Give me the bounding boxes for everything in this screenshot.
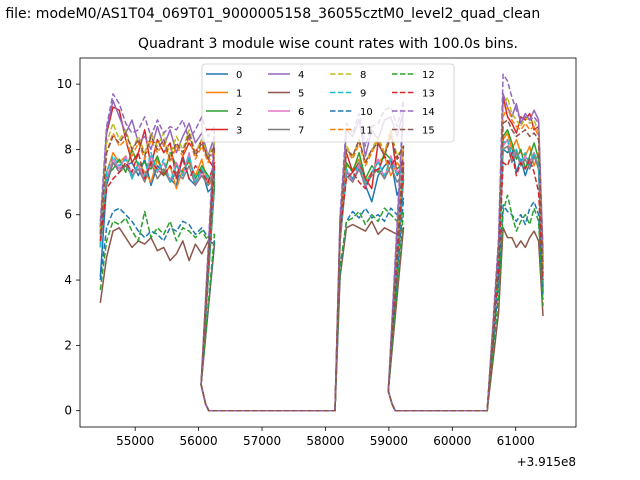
plot-frame xyxy=(79,57,577,428)
legend-label-9: 9 xyxy=(360,89,366,100)
legend-box xyxy=(201,63,455,143)
y-tick-label: 2 xyxy=(64,338,72,352)
legend-label-11: 11 xyxy=(360,126,373,137)
series-line-15 xyxy=(99,119,544,412)
legend-label-2: 2 xyxy=(236,107,242,118)
legend-label-3: 3 xyxy=(236,126,242,137)
legend-label-12: 12 xyxy=(422,70,435,81)
figure-suptitle: n file: modeM0/AS1T04_069T01_9000005158_… xyxy=(0,6,541,22)
legend-label-7: 7 xyxy=(298,126,304,137)
series-line-7 xyxy=(99,145,544,412)
series-line-6 xyxy=(99,138,544,412)
legend-label-4: 4 xyxy=(298,70,304,81)
series-line-11 xyxy=(99,106,544,412)
y-tick-label: 8 xyxy=(64,142,72,156)
legend-label-6: 6 xyxy=(298,107,304,118)
x-tick-label: 57000 xyxy=(243,434,281,448)
series-line-8 xyxy=(99,96,544,412)
legend-label-13: 13 xyxy=(422,89,435,100)
series-line-2 xyxy=(99,129,544,412)
x-tick-label: 61000 xyxy=(497,434,535,448)
series-line-0 xyxy=(99,145,544,412)
x-tick-label: 58000 xyxy=(306,434,344,448)
y-tick-label: 10 xyxy=(57,77,72,91)
series-line-9 xyxy=(99,138,544,412)
y-tick-label: 6 xyxy=(64,208,72,222)
legend-label-14: 14 xyxy=(422,107,435,118)
chart-title: Quadrant 3 module wise count rates with … xyxy=(138,36,518,52)
legend-label-10: 10 xyxy=(360,107,373,118)
legend-label-8: 8 xyxy=(360,70,366,81)
legend-label-0: 0 xyxy=(236,70,242,81)
y-tick-label: 0 xyxy=(64,404,72,418)
legend-label-5: 5 xyxy=(298,89,304,100)
legend-label-1: 1 xyxy=(236,89,242,100)
y-tick-label: 4 xyxy=(64,273,72,287)
axis-layer: 55000 56000 57000 58000 59000 60000 61000 0 2 4 6 8… xyxy=(57,77,535,448)
legend-label-15: 15 xyxy=(422,126,435,137)
series-line-5 xyxy=(99,220,544,412)
x-offset-text: +3.915e8 xyxy=(517,455,576,469)
series-line-10 xyxy=(99,197,544,412)
series-layer xyxy=(99,73,544,412)
x-tick-label: 59000 xyxy=(370,434,408,448)
x-tick-label: 60000 xyxy=(433,434,471,448)
x-tick-label: 55000 xyxy=(116,434,154,448)
x-tick-label: 56000 xyxy=(180,434,218,448)
series-line-13 xyxy=(99,151,544,412)
series-line-12 xyxy=(99,194,544,412)
